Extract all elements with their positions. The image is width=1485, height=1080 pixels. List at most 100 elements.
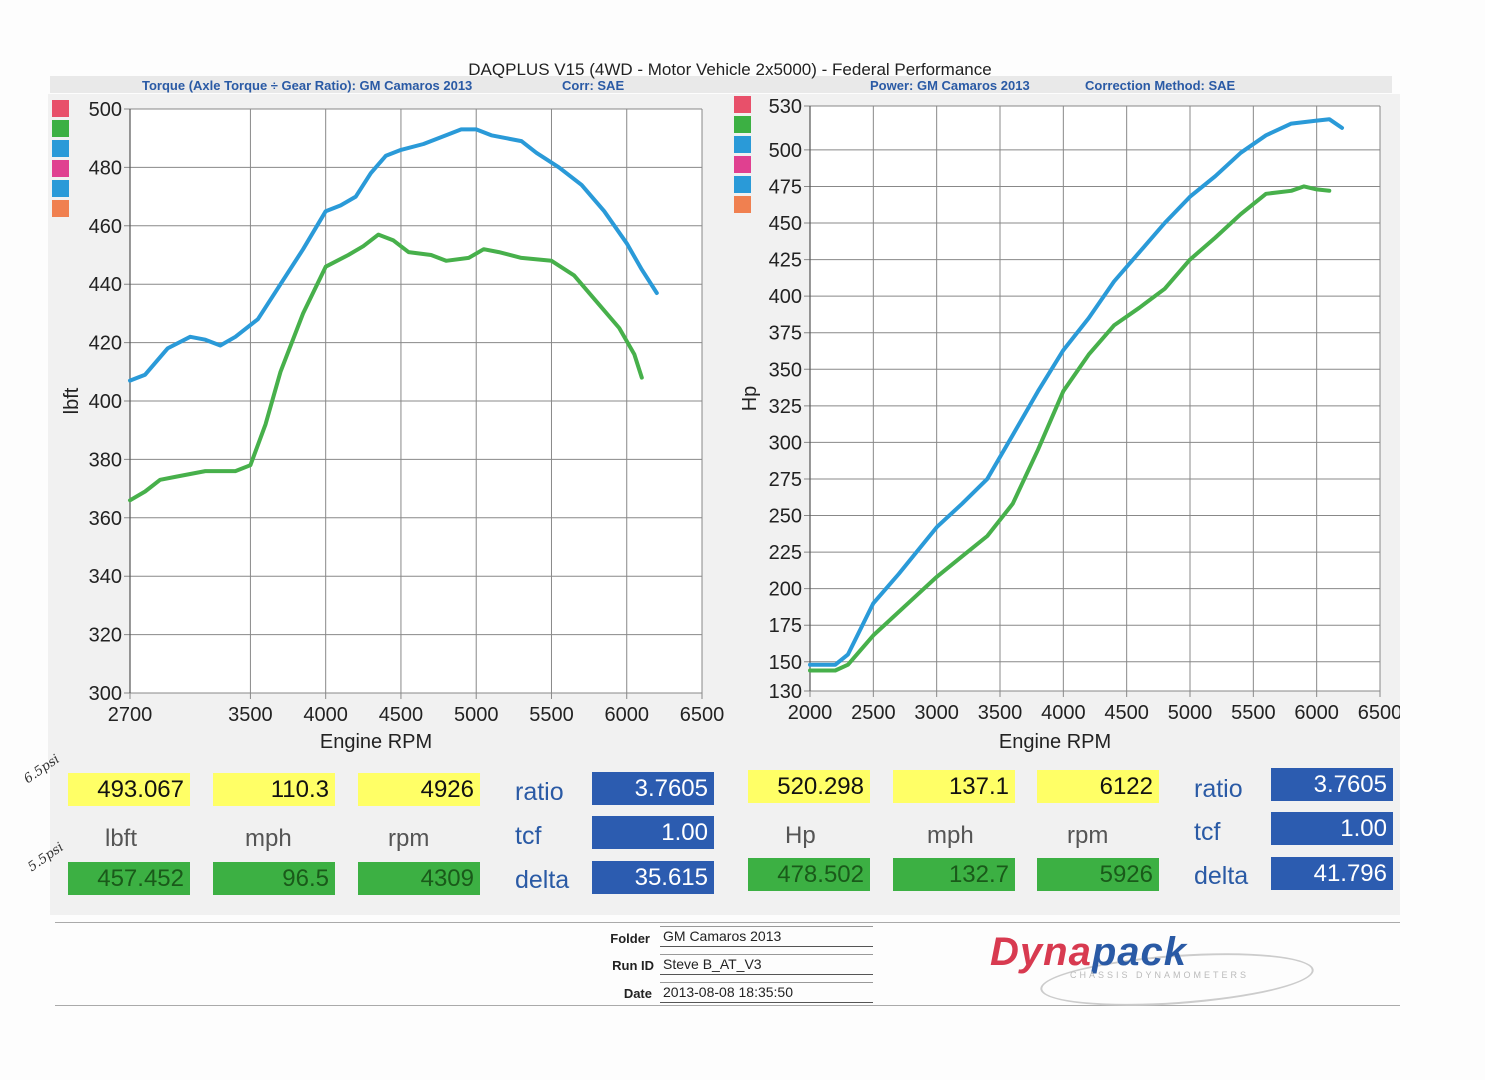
power-y-tick-label: 130: [769, 681, 802, 703]
torque-y-tick-label: 300: [89, 683, 122, 705]
power-corr: Correction Method: SAE: [1085, 78, 1236, 93]
unit-hp: Hp: [785, 822, 816, 849]
torque-x-tick-label: 3500: [228, 704, 273, 726]
power-plot-area: [810, 106, 1380, 691]
dynapack-logo: Dynapack: [990, 930, 1187, 974]
min-rpm-right: 5926: [1037, 858, 1159, 891]
page-title: DAQPLUS V15 (4WD - Motor Vehicle 2x5000)…: [468, 60, 992, 79]
power-series-line-1: [808, 117, 1344, 667]
header-bar: [50, 76, 1392, 93]
torque-y-tick-label: 400: [89, 391, 122, 413]
tcf-value: 1.00: [592, 816, 714, 849]
power-x-tick-label: 3500: [978, 702, 1023, 724]
folder-value: GM Camaros 2013: [660, 926, 873, 947]
ratio-value-right: 3.7605: [1271, 768, 1393, 801]
torque-y-tick-label: 500: [89, 99, 122, 121]
torque-y-tick-label: 480: [89, 157, 122, 179]
torque-y-tick-label: 380: [89, 449, 122, 471]
power-y-tick-label: 425: [769, 250, 802, 272]
power-x-tick-label: 6500: [1358, 702, 1400, 724]
min-hp: 478.502: [748, 858, 870, 891]
power-y-tick-label: 450: [769, 213, 802, 235]
power-y-tick-label: 350: [769, 359, 802, 381]
date-value: 2013-08-08 18:35:50: [660, 982, 873, 1003]
power-y-tick-label: 375: [769, 323, 802, 345]
torque-legend-swatch: [52, 120, 69, 137]
power-y-tick-label: 200: [769, 579, 802, 601]
min-mph-right: 132.7: [893, 858, 1015, 891]
run-id-value: Steve B_AT_V3: [660, 954, 873, 975]
logo-subtitle: CHASSIS DYNAMOMETERS: [1070, 970, 1250, 980]
power-x-tick-label: 5500: [1231, 702, 1276, 724]
torque-x-tick-label: 4000: [303, 704, 348, 726]
power-x-tick-label: 3000: [914, 702, 959, 724]
min-rpm: 4309: [358, 862, 480, 895]
torque-legend-swatch: [52, 140, 69, 157]
power-x-tick-label: 6000: [1294, 702, 1339, 724]
power-x-tick-label: 4500: [1104, 702, 1149, 724]
tcf-label: tcf: [515, 822, 542, 850]
power-y-tick-label: 175: [769, 615, 802, 637]
torque-x-tick-label: 6500: [680, 704, 725, 726]
power-legend-swatch: [734, 176, 751, 193]
unit-mph: mph: [245, 825, 292, 852]
torque-chart: 2700 3500 4000 4500 5000 5500 6000 6500 300 320 34…: [48, 94, 730, 760]
power-y-tick-label: 275: [769, 469, 802, 491]
torque-x-tick-label: 5500: [529, 704, 574, 726]
power-x-axis-label: Engine RPM: [999, 731, 1111, 753]
max-rpm-right: 6122: [1037, 770, 1159, 803]
ratio-label: ratio: [515, 778, 564, 806]
folder-label: Folder: [610, 931, 650, 946]
power-x-tick-label: 5000: [1168, 702, 1213, 724]
torque-y-tick-label: 460: [89, 216, 122, 238]
torque-y-axis-label: lbft: [61, 387, 83, 414]
unit-rpm: rpm: [388, 825, 430, 852]
tcf-label-right: tcf: [1194, 818, 1221, 846]
power-legend-swatch: [734, 96, 751, 113]
power-y-tick-label: 250: [769, 506, 802, 528]
tcf-value-right: 1.00: [1271, 812, 1393, 845]
power-y-tick-label: 325: [769, 396, 802, 418]
max-mph: 110.3: [213, 773, 335, 806]
torque-y-tick-label: 420: [89, 333, 122, 355]
power-y-tick-label: 225: [769, 542, 802, 564]
info-block: [55, 922, 1400, 1006]
torque-legend-swatch: [52, 200, 69, 217]
date-label: Date: [623, 986, 652, 1001]
power-series-line-2: [808, 184, 1332, 673]
unit-mph-right: mph: [927, 822, 974, 849]
torque-y-tick-label: 360: [89, 508, 122, 530]
ratio-value: 3.7605: [592, 772, 714, 805]
power-legend-swatch: [734, 156, 751, 173]
power-legend-swatch: [734, 136, 751, 153]
torque-legend-swatch: [52, 100, 69, 117]
delta-value: 35.615: [592, 861, 714, 894]
unit-rpm-right: rpm: [1067, 822, 1109, 849]
power-chart: 2000 2500 3000 3500 4000 4500 5000 5500 6000 6500…: [730, 94, 1400, 760]
power-x-tick-label: 2500: [851, 702, 896, 724]
ratio-label-right: ratio: [1194, 775, 1243, 803]
run-id-label: Run ID: [612, 958, 654, 973]
torque-series-line-1: [128, 127, 659, 383]
power-y-axis-label: Hp: [739, 386, 761, 412]
delta-label-right: delta: [1194, 862, 1249, 890]
delta-value-right: 41.796: [1271, 857, 1393, 890]
torque-x-tick-label: 4500: [379, 704, 424, 726]
torque-series-line-2: [128, 232, 644, 503]
max-rpm: 4926: [358, 773, 480, 806]
torque-legend-swatch: [52, 160, 69, 177]
torque-x-axis-label: Engine RPM: [320, 731, 432, 753]
max-lbft: 493.067: [68, 773, 190, 806]
torque-x-tick-label: 2700: [108, 704, 153, 726]
min-mph: 96.5: [213, 862, 335, 895]
power-legend-swatch: [734, 116, 751, 133]
torque-x-tick-label: 6000: [604, 704, 649, 726]
delta-label: delta: [515, 866, 570, 894]
power-x-tick-label: 4000: [1041, 702, 1086, 724]
power-legend-swatch: [734, 196, 751, 213]
power-y-tick-label: 530: [769, 96, 802, 118]
torque-y-tick-label: 320: [89, 625, 122, 647]
power-y-tick-label: 150: [769, 652, 802, 674]
torque-x-tick-label: 5000: [454, 704, 499, 726]
